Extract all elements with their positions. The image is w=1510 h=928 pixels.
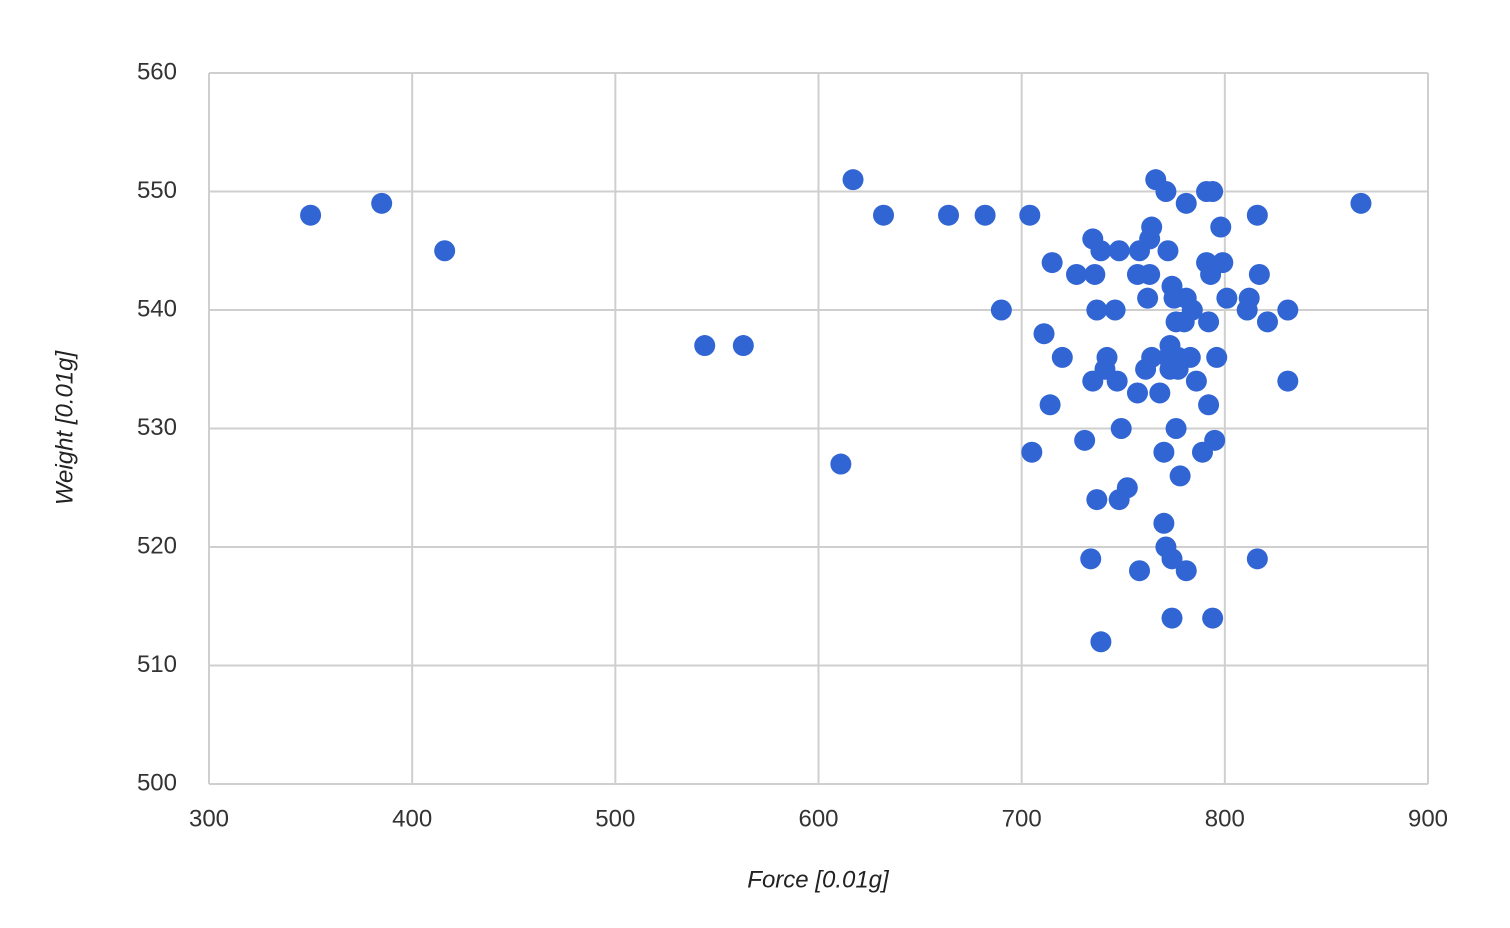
point bbox=[1256, 311, 1278, 333]
point bbox=[694, 335, 716, 357]
y-tick-label: 540 bbox=[137, 295, 177, 322]
point bbox=[434, 240, 456, 262]
point bbox=[1086, 489, 1108, 511]
point bbox=[990, 299, 1012, 321]
point bbox=[1153, 441, 1175, 463]
x-tick-label: 400 bbox=[392, 805, 432, 832]
point bbox=[1157, 240, 1179, 262]
point bbox=[1161, 607, 1183, 629]
point bbox=[1277, 370, 1299, 392]
x-tick-label: 600 bbox=[798, 805, 838, 832]
point bbox=[873, 204, 895, 226]
y-tick-label: 530 bbox=[137, 414, 177, 441]
y-tick-label: 550 bbox=[137, 177, 177, 204]
point bbox=[1155, 181, 1177, 202]
y-axis-label: Weight [0.01g] bbox=[51, 350, 78, 506]
point bbox=[1149, 382, 1171, 404]
point bbox=[1204, 429, 1226, 451]
point bbox=[974, 204, 996, 226]
point bbox=[1051, 346, 1073, 368]
point bbox=[1106, 370, 1128, 392]
point bbox=[300, 204, 322, 226]
y-tick-label: 510 bbox=[137, 651, 177, 678]
point bbox=[371, 192, 393, 214]
x-tick-label: 500 bbox=[595, 805, 635, 832]
point bbox=[1179, 346, 1201, 368]
point bbox=[1169, 465, 1191, 487]
point bbox=[1126, 382, 1148, 404]
point bbox=[842, 169, 864, 191]
y-tick-label: 500 bbox=[137, 769, 177, 796]
point bbox=[1108, 489, 1130, 511]
y-tick-label: 560 bbox=[137, 58, 177, 85]
point bbox=[1216, 287, 1238, 309]
point bbox=[1139, 228, 1161, 250]
point bbox=[1033, 323, 1055, 345]
point bbox=[1212, 252, 1234, 274]
point bbox=[1246, 204, 1268, 226]
point bbox=[1210, 216, 1232, 238]
x-tick-label: 300 bbox=[189, 805, 229, 832]
point bbox=[1080, 548, 1102, 570]
point bbox=[1202, 607, 1224, 629]
point bbox=[938, 204, 960, 226]
x-tick-label: 700 bbox=[1002, 805, 1042, 832]
point bbox=[732, 335, 754, 357]
point bbox=[1039, 394, 1061, 416]
x-tick-label: 900 bbox=[1408, 805, 1448, 832]
y-tick-label: 520 bbox=[137, 532, 177, 559]
point bbox=[1141, 346, 1163, 368]
point bbox=[1185, 370, 1207, 392]
point bbox=[830, 453, 852, 475]
point bbox=[1104, 299, 1126, 321]
point bbox=[1019, 204, 1041, 226]
point bbox=[1198, 394, 1220, 416]
point bbox=[1248, 263, 1270, 285]
point bbox=[1198, 311, 1220, 333]
point bbox=[1206, 346, 1228, 368]
point bbox=[1108, 240, 1130, 262]
point bbox=[1066, 263, 1088, 285]
point bbox=[1202, 181, 1224, 202]
point bbox=[1090, 240, 1112, 262]
point bbox=[1236, 299, 1258, 321]
x-tick-label: 800 bbox=[1205, 805, 1245, 832]
point bbox=[1165, 418, 1187, 439]
point bbox=[1350, 192, 1372, 214]
point bbox=[1175, 192, 1197, 214]
point bbox=[1084, 263, 1106, 285]
point bbox=[1110, 418, 1132, 439]
point bbox=[1139, 263, 1161, 285]
point bbox=[1086, 299, 1108, 321]
point bbox=[1021, 441, 1043, 463]
x-axis-label: Force [0.01g] bbox=[747, 866, 890, 893]
point bbox=[1153, 512, 1175, 534]
point bbox=[1074, 429, 1096, 451]
point bbox=[1246, 548, 1268, 570]
point bbox=[1129, 560, 1151, 582]
point bbox=[1041, 252, 1063, 274]
point bbox=[1277, 299, 1299, 321]
point bbox=[1090, 631, 1112, 653]
point bbox=[1161, 548, 1183, 570]
point bbox=[1137, 287, 1159, 309]
point bbox=[1175, 560, 1197, 582]
point bbox=[1181, 299, 1203, 321]
